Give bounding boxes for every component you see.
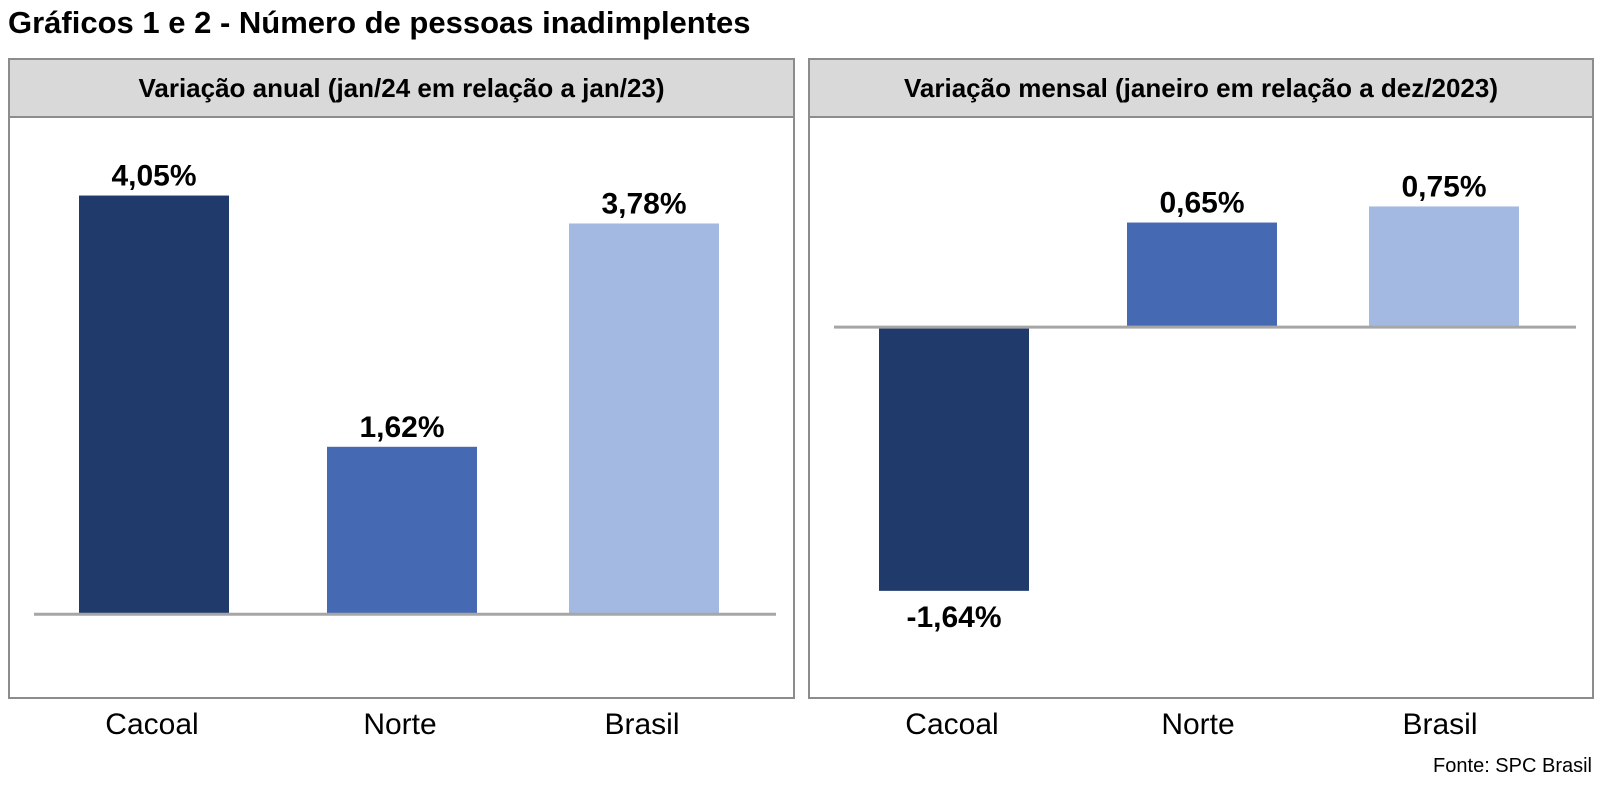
x-tick-label: Norte bbox=[1161, 708, 1235, 741]
data-label: 0,75% bbox=[1401, 170, 1486, 203]
data-label: 1,62% bbox=[359, 411, 444, 444]
data-label: 4,05% bbox=[111, 160, 196, 193]
bar-norte bbox=[1127, 222, 1277, 328]
x-tick-label: Brasil bbox=[604, 708, 680, 741]
chart-monthly-plot: -1,64% 0,65% 0,75% bbox=[834, 170, 1576, 634]
source-note: Fonte: SPC Brasil bbox=[1433, 755, 1592, 777]
data-label: -1,64% bbox=[906, 601, 1001, 634]
chart-annual-plot: 4,05% 1,62% 3,78% bbox=[34, 160, 776, 616]
x-tick-label: Cacoal bbox=[905, 708, 999, 741]
page-title: Gráficos 1 e 2 - Número de pessoas inadi… bbox=[8, 5, 751, 40]
chart-panel-monthly: Variação mensal (janeiro em relação a de… bbox=[808, 58, 1594, 699]
data-label: 0,65% bbox=[1159, 187, 1244, 220]
x-tick-label: Norte bbox=[363, 708, 437, 741]
x-tick-label: Cacoal bbox=[105, 708, 199, 741]
chart-title: Variação anual (jan/24 em relação a jan/… bbox=[10, 60, 793, 118]
bar-brasil bbox=[569, 223, 719, 615]
chart-title: Variação mensal (janeiro em relação a de… bbox=[810, 60, 1592, 118]
chart-panel-annual: Variação anual (jan/24 em relação a jan/… bbox=[8, 58, 795, 699]
data-label: 3,78% bbox=[601, 187, 686, 220]
x-tick-label: Brasil bbox=[1402, 708, 1478, 741]
bar-cacoal bbox=[879, 327, 1029, 591]
bar-cacoal bbox=[79, 195, 229, 615]
bar-norte bbox=[327, 446, 477, 615]
bar-brasil bbox=[1369, 206, 1519, 328]
